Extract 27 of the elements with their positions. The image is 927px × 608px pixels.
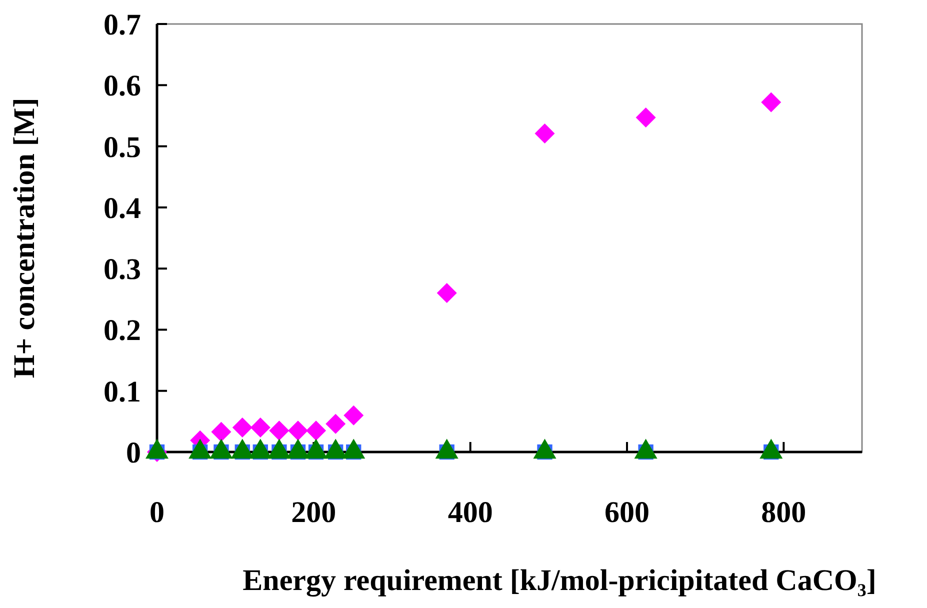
point	[306, 420, 326, 441]
point	[436, 283, 457, 304]
y-axis-title: H+ concentration [M]	[8, 98, 41, 378]
y-tick-label: 0.3	[104, 253, 141, 286]
x-tick-label: 600	[604, 496, 650, 529]
point	[232, 418, 252, 438]
point	[344, 405, 364, 426]
y-tick-label: 0.7	[104, 8, 141, 42]
y-tick-label: 0.6	[104, 70, 141, 103]
x-tick-label: 400	[448, 496, 493, 529]
y-tick-label: 0.1	[104, 375, 141, 408]
point	[269, 420, 290, 441]
point	[326, 414, 346, 434]
x-tick-label: 200	[291, 496, 336, 529]
point	[636, 108, 656, 128]
x-tick-label: 800	[761, 496, 806, 529]
point	[534, 123, 555, 144]
y-tick-label: 0.2	[104, 314, 141, 348]
x-tick-label: 0	[150, 496, 164, 529]
point	[288, 420, 308, 441]
x-axis-title: Energy requirement [kJ/mol-pricipitated CaCO₃]	[242, 564, 876, 597]
y-tick-label: 0.5	[104, 130, 141, 164]
y-tick-label: 0	[126, 436, 141, 470]
point	[211, 422, 232, 442]
point	[250, 418, 270, 438]
point	[761, 92, 782, 112]
y-tick-label: 0.4	[104, 192, 141, 225]
